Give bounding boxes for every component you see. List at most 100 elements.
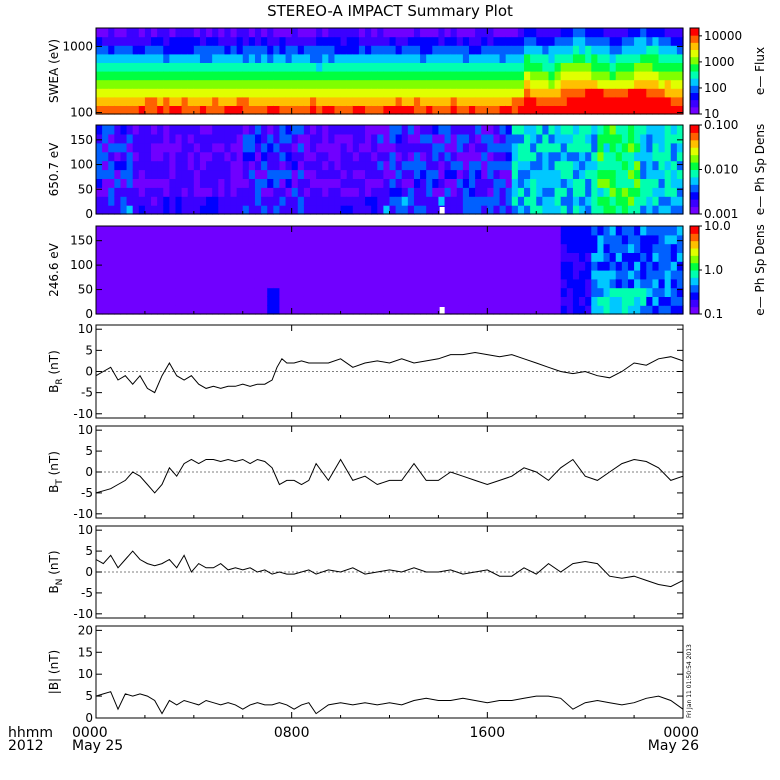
heatmap-cell (181, 28, 189, 38)
heatmap-cell (597, 178, 605, 188)
heatmap-cell (438, 187, 446, 197)
heatmap-cell (652, 287, 660, 297)
heatmap-cell (114, 36, 122, 46)
heatmap-cell (413, 169, 421, 179)
heatmap-cell (438, 105, 446, 115)
heatmap-cell (230, 252, 238, 262)
heatmap-cell (646, 79, 654, 89)
heatmap-cell (652, 133, 660, 144)
heatmap-cell (175, 142, 183, 153)
heatmap-cell (646, 45, 654, 55)
heatmap-cell (181, 205, 189, 215)
heatmap-cell (279, 71, 287, 81)
heatmap-cell (542, 169, 550, 179)
heatmap-cell (579, 252, 586, 262)
heatmap-cell (456, 28, 464, 38)
colorbar-segment (690, 30, 699, 33)
heatmap-cell (126, 234, 134, 245)
heatmap-cell (676, 125, 684, 135)
heatmap-cell (450, 160, 458, 171)
heatmap-cell (450, 252, 458, 262)
heatmap-cell (597, 53, 605, 63)
heatmap-cell (285, 28, 293, 38)
heatmap-cell (627, 71, 635, 81)
heatmap-cell (328, 88, 336, 98)
heatmap-cell (579, 196, 586, 206)
heatmap-cell (627, 226, 635, 236)
heatmap-cell (456, 234, 464, 245)
heatmap-cell (468, 151, 476, 162)
heatmap-cell (279, 151, 287, 162)
heatmap-cell (572, 71, 580, 81)
heatmap-cell (438, 160, 446, 171)
heatmap-cell (365, 243, 372, 253)
heatmap-cell (181, 160, 189, 171)
heatmap-cell (163, 96, 170, 106)
heatmap-cell (615, 178, 623, 188)
heatmap-cell (597, 187, 605, 197)
heatmap-cell (566, 196, 574, 206)
heatmap-cell (603, 252, 611, 262)
heatmap-cell (303, 226, 311, 236)
colorbar-segment (690, 126, 699, 129)
heatmap-cell (530, 133, 537, 144)
heatmap-cell (511, 151, 519, 162)
heatmap-cell (585, 205, 592, 215)
heatmap-cell (163, 305, 170, 315)
heatmap-cell (303, 196, 311, 206)
heatmap-cell (481, 133, 488, 144)
heatmap-cell (187, 45, 195, 55)
heatmap-cell (560, 243, 568, 253)
heatmap-cell (303, 133, 311, 144)
heatmap-cell (181, 142, 189, 153)
heatmap-cell (505, 125, 513, 135)
heatmap-cell (407, 169, 415, 179)
heatmap-cell (151, 96, 158, 106)
heatmap-cell (621, 243, 629, 253)
heatmap-cell (426, 270, 433, 280)
heatmap-cell (377, 28, 384, 38)
heatmap-cell (322, 160, 329, 171)
heatmap-cell (169, 133, 177, 144)
heatmap-cell (303, 178, 311, 188)
heatmap-cell (365, 160, 372, 171)
heatmap-cell (297, 71, 305, 81)
heatmap-cell (132, 151, 140, 162)
colorbar-segment (690, 258, 699, 261)
heatmap-cell (664, 71, 672, 81)
heatmap-cell (462, 234, 470, 245)
y-label-main: B (47, 385, 61, 393)
heatmap-cell (432, 296, 440, 306)
heatmap-cell (548, 133, 556, 144)
heatmap-cell (187, 36, 195, 46)
heatmap-cell (499, 287, 507, 297)
heatmap-cell (475, 296, 482, 306)
heatmap-cell (481, 125, 488, 135)
heatmap-cell (585, 88, 592, 98)
heatmap-cell (438, 142, 446, 153)
heatmap-cell (664, 28, 672, 38)
heatmap-cell (328, 205, 336, 215)
heatmap-cell (175, 261, 183, 271)
y-tick-label: 5 (85, 343, 93, 357)
heatmap-cell (426, 53, 433, 63)
heatmap-cell (126, 278, 134, 289)
heatmap-cell (530, 234, 537, 245)
heatmap-cell (346, 79, 354, 89)
heatmap-cell (193, 305, 201, 315)
heatmap-cell (334, 261, 342, 271)
heatmap-cell (597, 88, 605, 98)
heatmap-cell (481, 151, 488, 162)
heatmap-cell (285, 160, 293, 171)
heatmap-cell (505, 296, 513, 306)
heatmap-cell (536, 178, 543, 188)
heatmap-cell (169, 196, 177, 206)
heatmap-cell (377, 252, 384, 262)
heatmap-cell (279, 226, 287, 236)
heatmap-cell (670, 261, 678, 271)
heatmap-cell (615, 243, 623, 253)
heatmap-cell (383, 270, 391, 280)
heatmap-cell (138, 187, 146, 197)
heatmap-cell (450, 234, 458, 245)
